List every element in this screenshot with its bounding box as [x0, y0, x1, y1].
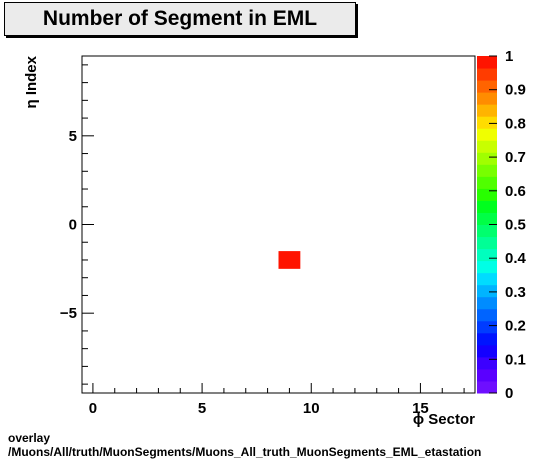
- color-bar-segment: [477, 92, 497, 105]
- color-bar-segment: [477, 104, 497, 117]
- heatmap-cell: [278, 251, 301, 269]
- y-tick-label: 0: [69, 217, 77, 234]
- color-bar-segment: [477, 140, 497, 153]
- x-axis-ticks: 0 5 10 15: [89, 383, 465, 417]
- color-bar-segment: [477, 296, 497, 310]
- color-bar-segment: [477, 212, 497, 225]
- y-axis-ticks: −5 0 5: [60, 64, 94, 385]
- color-bar-segment: [477, 164, 497, 177]
- color-bar-segment: [477, 80, 497, 93]
- heatmap-cells: [278, 251, 301, 269]
- color-bar-segment: [477, 68, 497, 81]
- color-bar-tick-label: 1: [505, 48, 513, 65]
- color-bar-segment: [477, 320, 497, 334]
- color-bar-segment: [477, 176, 497, 189]
- y-tick-label: 5: [69, 128, 77, 145]
- x-tick-label: 15: [412, 400, 429, 417]
- color-bar-segment: [477, 356, 497, 370]
- x-tick-label: 0: [89, 400, 97, 417]
- color-bar: 0 0.1 0.2 0.3 0.4 0.5 0.6 0.7 0.8 0.9 1: [477, 48, 527, 402]
- x-tick-label: 10: [303, 400, 320, 417]
- color-bar-segment: [477, 128, 497, 141]
- color-bar-segment: [477, 368, 497, 382]
- color-bar-segment: [477, 188, 497, 201]
- color-bar-segment: [477, 116, 497, 129]
- color-bar-tick-label: 0.2: [505, 318, 526, 335]
- color-bar-segment: [477, 200, 497, 213]
- color-bar-segment: [477, 332, 497, 346]
- color-bar-tick-label: 0.9: [505, 82, 526, 99]
- footer-overlay-label: overlay: [8, 431, 51, 445]
- y-axis-label: η Index: [23, 55, 40, 108]
- color-bar-segment: [477, 272, 497, 286]
- color-bar-segment: [477, 380, 497, 394]
- color-bar-tick-label: 0.3: [505, 284, 526, 301]
- color-bar-segment: [477, 248, 497, 262]
- color-bar-segment: [477, 260, 497, 274]
- color-bar-tick-label: 0.6: [505, 183, 526, 200]
- footer-histogram-path: /Muons/All/truth/MuonSegments/Muons_All_…: [8, 445, 482, 459]
- color-bar-tick-label: 0.8: [505, 115, 526, 132]
- y-tick-label: −5: [60, 305, 77, 322]
- color-bar-segment: [477, 308, 497, 322]
- color-bar-tick-label: 0.7: [505, 149, 526, 166]
- color-bar-segment: [477, 284, 497, 298]
- plot-frame: [81, 55, 476, 394]
- x-axis-label: ϕ Sector: [413, 411, 475, 428]
- color-bar-segment: [477, 236, 497, 250]
- color-bar-tick-label: 0.4: [505, 250, 527, 267]
- color-bar-segment: [477, 56, 497, 69]
- x-tick-label: 5: [198, 400, 206, 417]
- color-bar-segment: [477, 344, 497, 358]
- color-bar-tick-label: 0.5: [505, 217, 526, 234]
- color-bar-segment: [477, 224, 497, 238]
- chart-title: Number of Segment in EML: [4, 2, 356, 36]
- color-bar-tick-label: 0: [505, 385, 513, 402]
- color-bar-segment: [477, 152, 497, 165]
- color-bar-tick-label: 0.1: [505, 351, 526, 368]
